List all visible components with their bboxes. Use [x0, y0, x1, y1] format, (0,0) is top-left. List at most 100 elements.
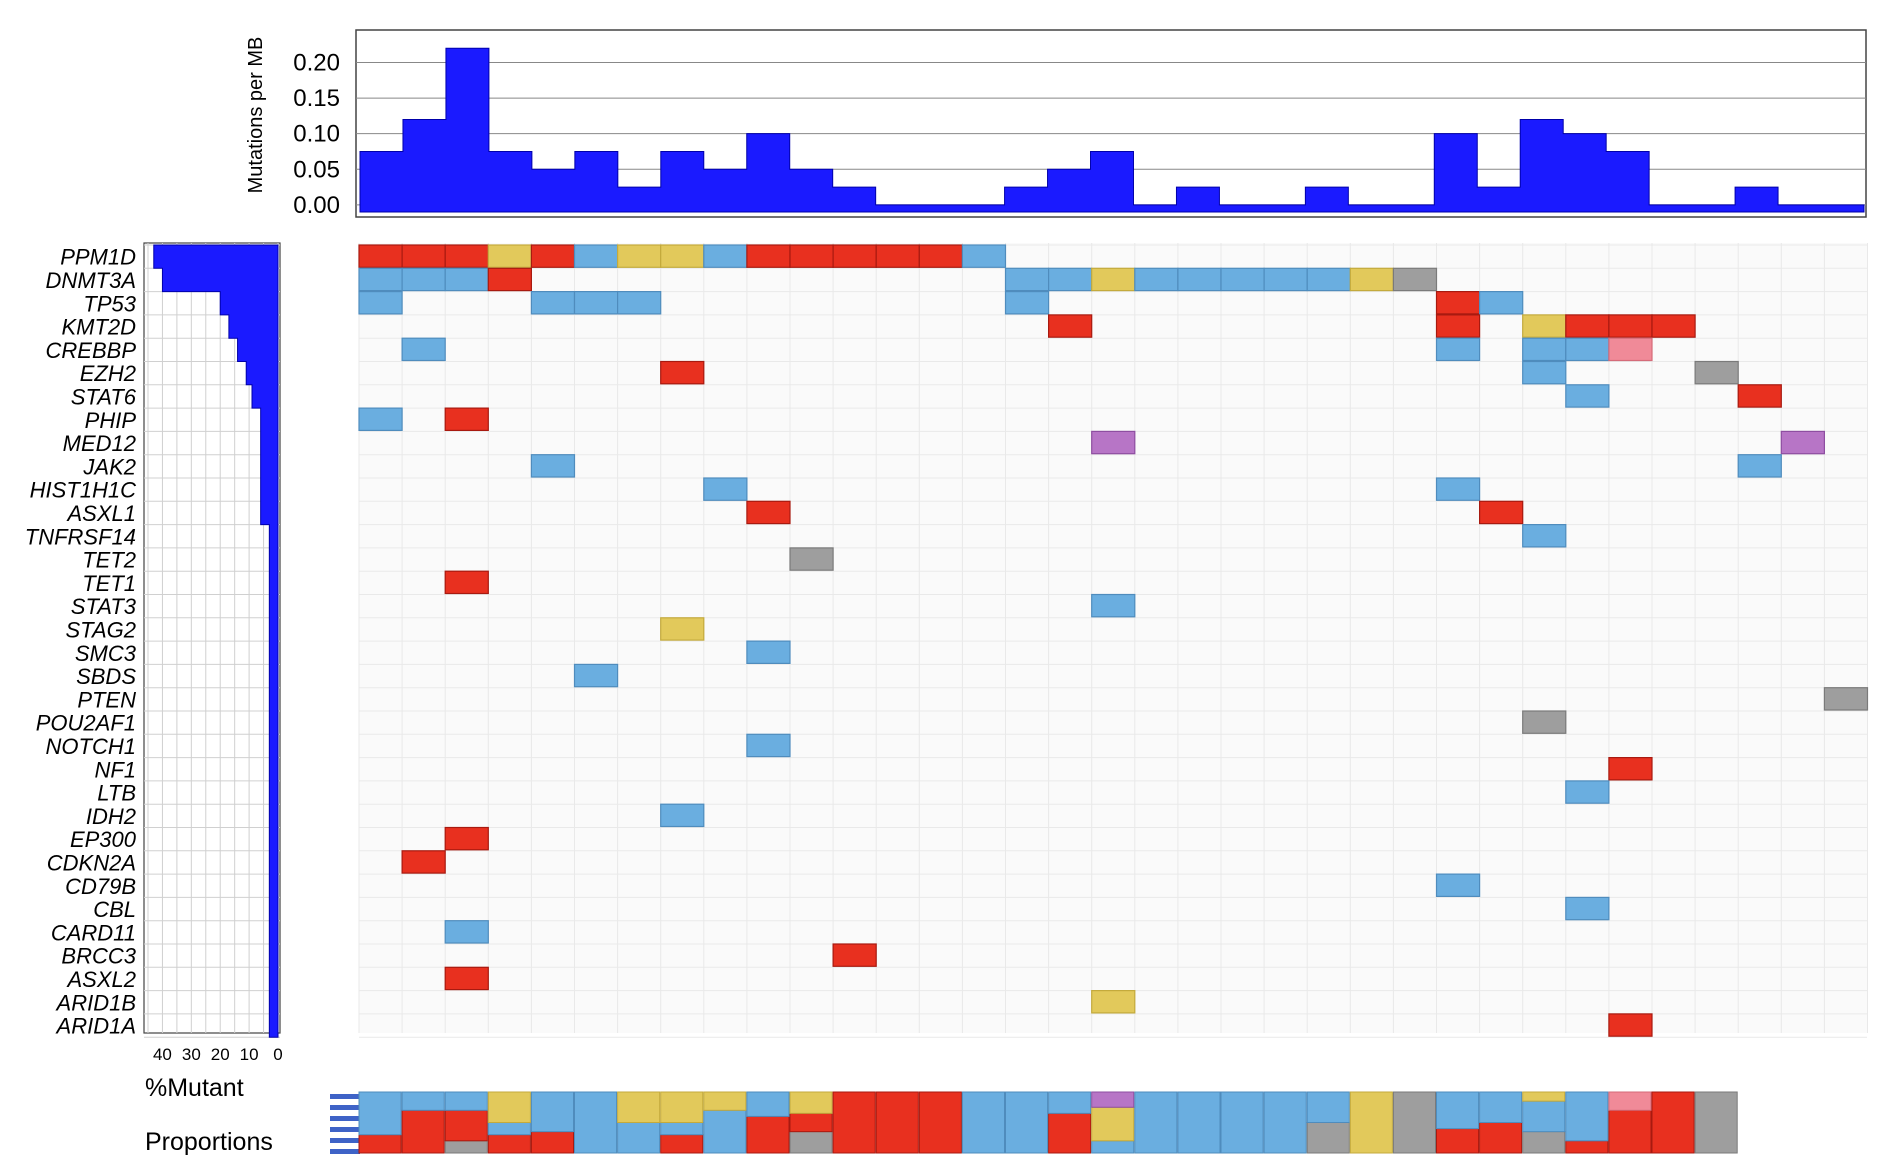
oncoprint-cell-red: [746, 500, 791, 525]
oncoprint-cell-gray: [1694, 360, 1739, 385]
proportion-segment-yellow: [1091, 1106, 1135, 1142]
oncoprint-background: [359, 243, 1867, 1033]
gene-label: CDKN2A: [47, 850, 136, 875]
proportion-segment-red: [875, 1091, 919, 1154]
oncoprint-cell-blue: [358, 267, 403, 292]
oncoprint-cell-red: [487, 267, 532, 292]
proportions-columns: [358, 1091, 1738, 1154]
gene-label: BRCC3: [61, 944, 136, 969]
proportion-segment-blue: [1220, 1091, 1264, 1154]
proportions-label: Proportions: [145, 1128, 273, 1156]
proportion-segment-red: [660, 1134, 704, 1154]
proportion-segment-yellow: [660, 1091, 704, 1123]
proportion-segment-red: [444, 1109, 488, 1142]
proportion-segment-yellow: [487, 1091, 531, 1123]
oncoprint-cell-blue: [1134, 267, 1179, 292]
burden-y-tick-labels: 0.20 0.15 0.10 0.05 0.00: [293, 49, 340, 218]
proportion-segment-blue: [444, 1091, 488, 1111]
oncoprint-cell-blue: [358, 407, 403, 432]
oncoprint-cell-red: [1608, 314, 1653, 338]
gene-label: ASXL2: [66, 967, 137, 992]
gene-label: ASXL1: [66, 501, 137, 526]
oncoprint-cell-blue: [1177, 267, 1222, 292]
gene-label: TET1: [82, 571, 136, 596]
gene-label: PPM1D: [60, 245, 136, 270]
proportion-segment-purple: [1091, 1091, 1135, 1108]
burden-y-tick: 0.00: [293, 192, 340, 219]
proportion-segment-gray: [789, 1131, 833, 1154]
proportion-segment-red: [401, 1109, 445, 1154]
oncoprint-cell-yellow: [660, 244, 705, 268]
proportion-segment-blue: [1048, 1091, 1092, 1114]
burden-y-tick: 0.10: [293, 121, 340, 148]
oncoprint-cell-red: [444, 966, 489, 991]
proportion-segment-blue: [1479, 1091, 1523, 1123]
burden-y-tick: 0.20: [293, 49, 340, 76]
mutant-x-tick: 0: [273, 1045, 282, 1064]
proportion-segment-blue: [530, 1091, 575, 1133]
burden-y-tick: 0.05: [293, 156, 340, 183]
oncoprint-cell-red: [444, 407, 489, 432]
oncoprint-cell-yellow: [487, 244, 532, 268]
gene-label: CBL: [93, 897, 136, 922]
gene-label: MED12: [63, 431, 136, 456]
oncoprint-cell-red: [1608, 1013, 1653, 1037]
proportion-segment-yellow: [703, 1091, 747, 1111]
oncoprint-cell-blue: [1263, 267, 1308, 292]
oncoprint-cell-red: [444, 570, 489, 595]
oncoprint-cell-blue: [358, 291, 403, 315]
oncoprint-cell-red: [1608, 756, 1653, 781]
oncoprint-cell-gray: [1522, 710, 1567, 734]
oncoprint-cell-blue: [703, 244, 748, 268]
proportion-segment-blue: [1522, 1100, 1566, 1133]
proportion-segment-red: [1436, 1128, 1480, 1154]
oncoprint-cell-gray: [1392, 267, 1438, 292]
oncoprint-cell-red: [444, 244, 489, 268]
oncoprint-cell-purple: [1091, 430, 1136, 455]
proportion-segment-blue: [1306, 1091, 1350, 1123]
proportion-segment-red: [1651, 1091, 1695, 1154]
proportions-legend-stripes: [330, 1094, 360, 1154]
proportion-segment-blue: [1565, 1091, 1609, 1142]
gene-label: ARID1A: [55, 1014, 136, 1039]
gene-label: HIST1H1C: [30, 478, 136, 503]
oncoprint-cell-blue: [1004, 291, 1050, 315]
oncoprint-cell-red: [832, 943, 877, 967]
gene-label: LTB: [97, 781, 136, 806]
oncoprint-cells: [358, 244, 1869, 1037]
gene-label: SMC3: [75, 641, 137, 666]
proportion-segment-blue: [358, 1091, 402, 1136]
proportion-segment-blue: [401, 1091, 445, 1111]
gene-label: TET2: [82, 548, 136, 573]
oncoprint-cell-blue: [1091, 593, 1136, 618]
oncoprint-cell-red: [1737, 384, 1782, 408]
proportion-legend-stripe: [330, 1105, 360, 1110]
gene-label: DNMT3A: [46, 268, 136, 293]
proportion-segment-yellow: [1349, 1091, 1393, 1154]
oncoprint-cell-red: [358, 244, 403, 268]
mutant-x-tick: 40: [153, 1045, 172, 1064]
proportions-panel: Proportions: [145, 1091, 1738, 1156]
oncoprint-cell-blue: [1047, 267, 1093, 292]
gene-label: EZH2: [80, 361, 136, 386]
proportion-legend-stripe: [330, 1094, 360, 1099]
oncoprint-cell-pink: [1608, 337, 1653, 362]
proportion-segment-red: [918, 1091, 962, 1154]
mutant-x-tick: 30: [182, 1045, 201, 1064]
gene-label: CREBBP: [46, 338, 137, 363]
proportion-segment-blue: [617, 1122, 661, 1154]
oncoprint-cell-blue: [1565, 384, 1610, 408]
oncoprint-cell-yellow: [1091, 267, 1136, 292]
gene-label: NOTCH1: [46, 734, 136, 759]
oncoprint-cell-blue: [1478, 291, 1524, 315]
oncoprint-cell-blue: [573, 244, 619, 268]
proportion-segment-blue: [574, 1091, 618, 1154]
proportion-segment-red: [1479, 1122, 1523, 1154]
proportion-legend-stripe: [330, 1138, 360, 1143]
oncoprint-cell-blue: [401, 267, 446, 292]
gene-label: PHIP: [85, 408, 137, 433]
proportion-segment-pink: [1608, 1091, 1652, 1111]
oncoprint-cell-blue: [401, 337, 446, 362]
proportion-segment-yellow: [617, 1091, 661, 1123]
